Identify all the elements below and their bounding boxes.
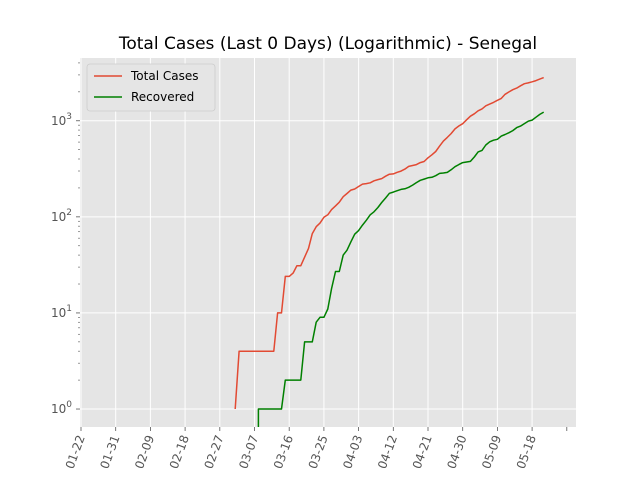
- x-tick-label: 04-12: [375, 433, 400, 471]
- y-tick-label: 102: [51, 208, 72, 224]
- x-tick-label: 03-25: [306, 433, 331, 471]
- x-tick-label: 02-27: [202, 433, 227, 471]
- x-tick-label: 05-18: [514, 433, 539, 471]
- legend: Total Cases Recovered: [86, 63, 216, 112]
- x-tick-label: 02-09: [132, 433, 157, 471]
- x-tick-label: 05-09: [479, 433, 504, 471]
- series-layer: [234, 76, 545, 427]
- legend-label: Total Cases: [130, 69, 198, 83]
- x-tick-label: 01-22: [63, 433, 88, 471]
- x-tick-label: 03-07: [236, 433, 261, 471]
- x-tick-label: 04-21: [410, 433, 435, 471]
- y-axis: 100 101 102 103: [51, 62, 80, 416]
- chart-title: Total Cases (Last 0 Days) (Logarithmic) …: [118, 34, 537, 54]
- y-tick-label: 103: [51, 112, 72, 128]
- series-line-total-cases: [234, 76, 544, 410]
- y-tick-label: 100: [51, 400, 72, 416]
- x-tick-label: 04-03: [340, 433, 365, 471]
- x-axis: 01-22 01-31 02-09 02-18 02-27 03-07 03-16 03-25…: [63, 427, 568, 471]
- series-line-recovered: [257, 111, 545, 427]
- legend-label: Recovered: [131, 90, 194, 104]
- x-tick-label: 02-18: [167, 433, 192, 471]
- x-tick-label: 01-31: [97, 433, 122, 471]
- grid: [80, 58, 576, 427]
- x-tick-label: 04-30: [444, 433, 469, 471]
- y-tick-label: 101: [51, 304, 72, 320]
- plot-area: [80, 58, 576, 427]
- x-tick-label: 03-16: [271, 433, 296, 471]
